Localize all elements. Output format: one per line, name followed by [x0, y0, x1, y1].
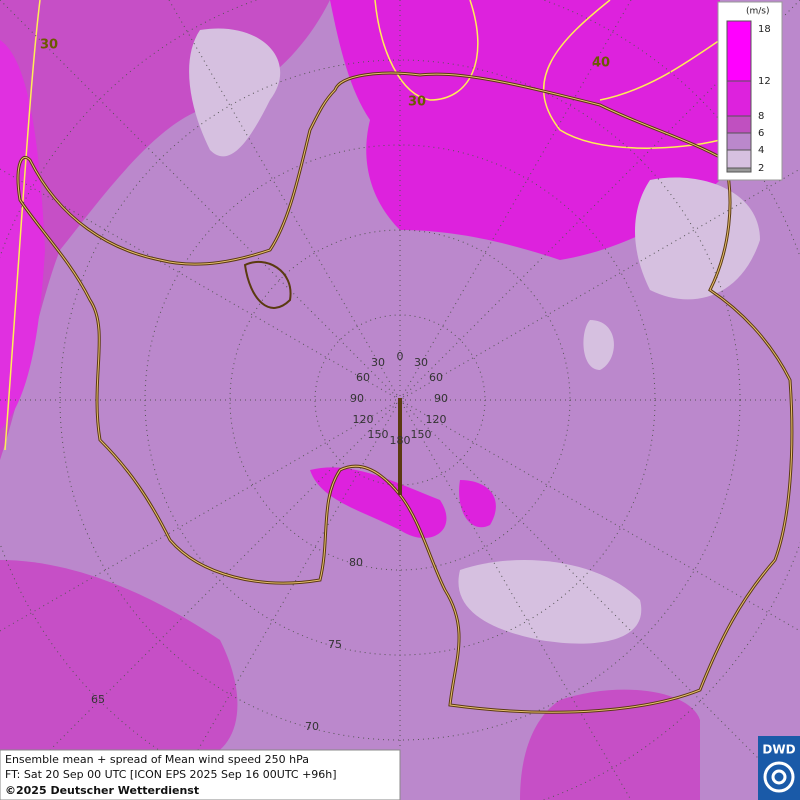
latitude-label: 75	[328, 638, 342, 651]
field-region	[330, 0, 720, 260]
field-region	[520, 689, 700, 800]
latitude-label: 80	[349, 556, 363, 569]
legend-label: 6	[758, 128, 764, 139]
meridian-label: 60	[429, 371, 443, 384]
legend-swatch	[726, 132, 752, 151]
meridian-label: 60	[356, 371, 370, 384]
footer-line: ©2025 Deutscher Wetterdienst	[5, 784, 199, 797]
footer-line: FT: Sat 20 Sep 00 UTC [ICON EPS 2025 Sep…	[5, 768, 337, 781]
footer-box	[0, 749, 401, 800]
legend: (m/s) 18 12 8 6 4 2	[717, 1, 783, 181]
meridian-label: 30	[414, 356, 428, 369]
isotach	[374, 0, 479, 101]
logo-box	[758, 736, 800, 800]
latitude-label: 65	[91, 693, 105, 706]
latitude-label: 70	[305, 720, 319, 733]
meridian-label: 0	[397, 350, 404, 363]
logo-text: DWD	[762, 743, 795, 757]
field-region	[310, 467, 447, 539]
field-region	[583, 320, 614, 370]
contour-label: 40	[592, 56, 610, 71]
legend-label: 18	[758, 24, 771, 35]
legend-swatch	[726, 115, 752, 134]
contour-label: 30	[40, 38, 58, 53]
isotach	[4, 0, 41, 451]
meridian-label: 150	[411, 428, 432, 441]
footer-line: Ensemble mean + spread of Mean wind spee…	[5, 753, 309, 766]
meridian-label: 90	[350, 392, 364, 405]
legend-label: 2	[758, 163, 764, 174]
legend-label: 12	[758, 76, 771, 87]
field-region	[189, 28, 281, 157]
field-region	[0, 40, 45, 430]
meridian-label: 30	[371, 356, 385, 369]
field-region	[0, 560, 238, 760]
legend-label: 4	[758, 145, 764, 156]
isotach	[599, 39, 721, 101]
meridian-line	[398, 398, 402, 495]
logo-icon	[763, 761, 795, 793]
meridian-label: 120	[426, 413, 447, 426]
legend-swatch	[726, 149, 752, 169]
field-region	[459, 480, 496, 528]
coastline	[243, 260, 292, 309]
isotach	[542, 0, 721, 149]
meridian-label: 180	[390, 434, 411, 447]
meridian-label: 150	[368, 428, 389, 441]
legend-swatch	[726, 167, 752, 173]
contour-label: 30	[408, 95, 426, 110]
legend-unit: (m/s)	[746, 7, 770, 17]
meridian-label: 120	[353, 413, 374, 426]
legend-swatch	[726, 20, 752, 82]
field-region	[0, 0, 330, 460]
logo-icon	[771, 769, 787, 785]
meridian-label: 90	[434, 392, 448, 405]
legend-swatch	[726, 80, 752, 117]
legend-label: 8	[758, 111, 764, 122]
